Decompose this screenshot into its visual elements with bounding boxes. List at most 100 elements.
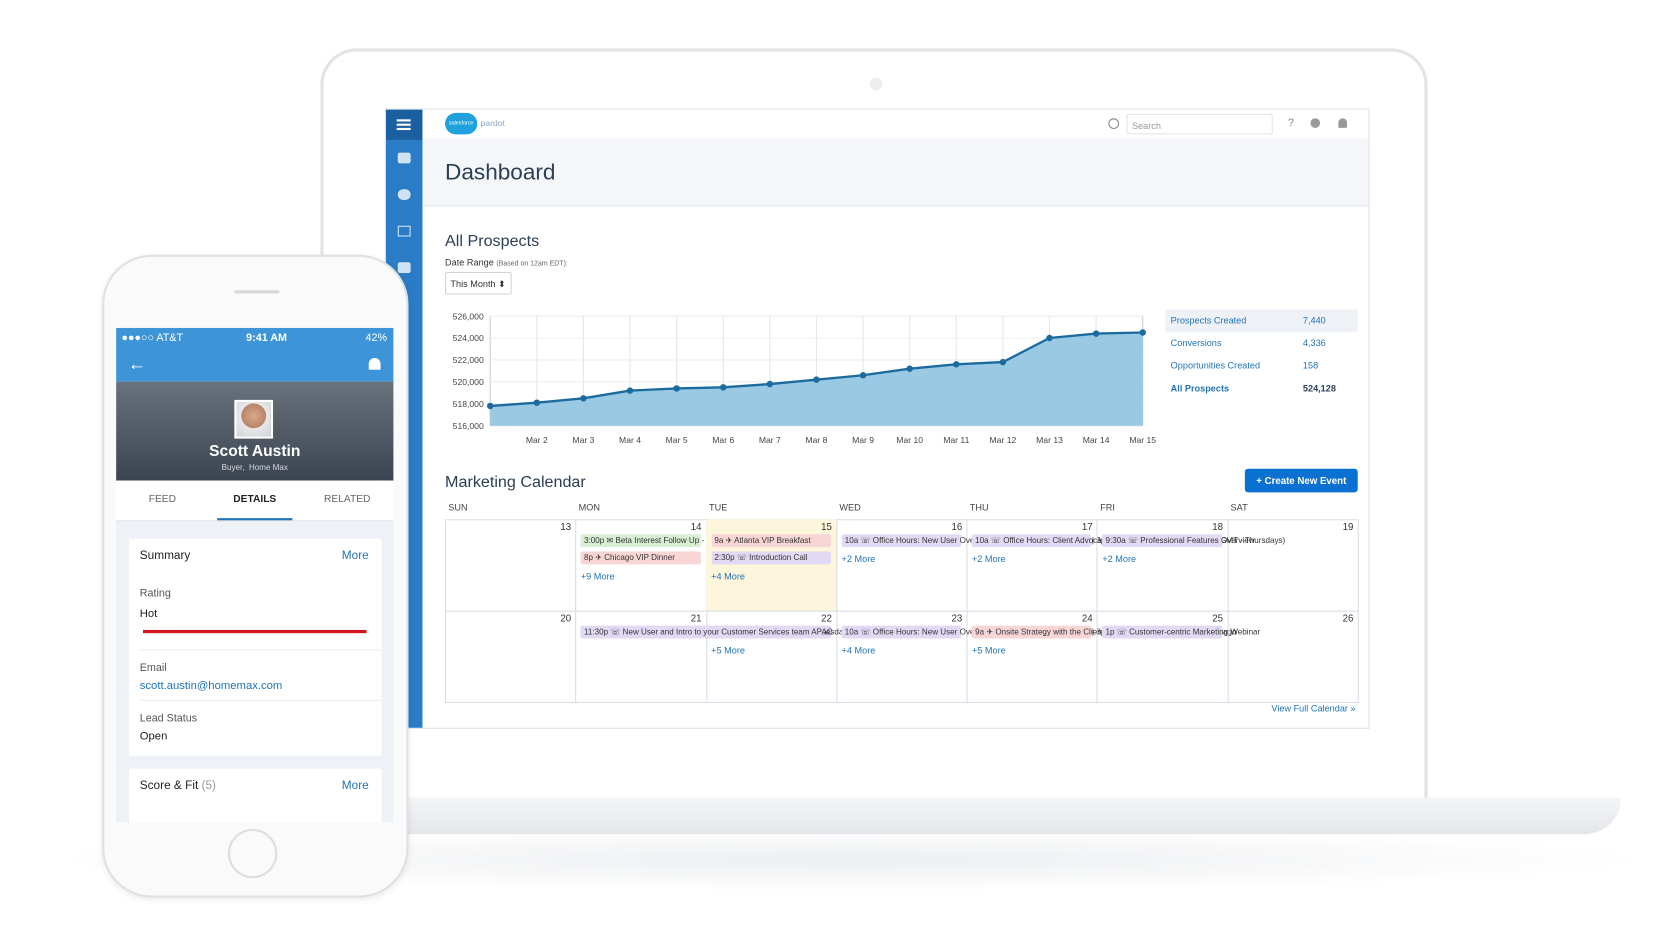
event-list: 10a ☏ Office Hours: New User Overview (W… — [841, 534, 1135, 565]
more-link[interactable]: +5 More — [971, 645, 1006, 656]
calendar-day[interactable]: 18 9:30a ☏ Professional Features Overview… — [1096, 519, 1255, 612]
event[interactable]: 8p ✈ Chicago VIP Dinner — [580, 551, 701, 565]
more-link[interactable]: +4 More — [711, 570, 745, 582]
settings-icon[interactable] — [1310, 118, 1321, 128]
day-number: 26 — [1342, 612, 1354, 624]
menu-button[interactable] — [385, 109, 423, 140]
day-number: 25 — [1212, 612, 1224, 624]
field-label: Email — [139, 662, 167, 675]
calendar-day[interactable]: 21 11:30p ☏ New User and Intro to your Cu… — [575, 610, 833, 704]
calendar-grid: 13 14 3:00p ✉ Beta Interest Follow Up - Ro… — [445, 519, 1359, 704]
field-value[interactable]: scott.austin@homemax.com — [139, 679, 283, 693]
day-header: SAT — [1230, 502, 1248, 513]
more-link[interactable]: +2 More — [971, 553, 1006, 565]
event[interactable]: 11:30p ☏ New User and Intro to your Cust… — [580, 625, 833, 639]
date-range-note: (Based on 12am EDT): — [496, 260, 568, 268]
divider — [139, 699, 382, 701]
stat-row: Prospects Created 7,440 — [1165, 309, 1358, 333]
more-link[interactable]: +5 More — [711, 645, 745, 656]
nav-icon[interactable] — [397, 189, 411, 200]
stat-label[interactable]: Prospects Created — [1170, 314, 1247, 326]
day-header: MON — [578, 502, 600, 513]
more-link[interactable]: +9 More — [580, 570, 615, 582]
calendar-day[interactable]: 14 3:00p ✉ Beta Interest Follow Up - Roun… — [575, 519, 737, 612]
calendar-day[interactable]: 13 — [445, 519, 577, 612]
tab[interactable]: RELATED — [324, 493, 371, 506]
tab[interactable]: DETAILS — [233, 493, 277, 506]
clock: 9:41 AM — [246, 332, 288, 344]
view-full-calendar[interactable]: View Full Calendar » — [1271, 703, 1356, 714]
phone-screen: ●●●○○ AT&T 9:41 AM 42% ← Scott Austin Bu… — [116, 327, 394, 823]
stat-label[interactable]: All Prospects — [1170, 382, 1230, 394]
day-number: 24 — [1081, 612, 1093, 624]
calendar-day[interactable]: 15 9a ✈ Atlanta VIP Breakfast 2:30p ☏ Intr… — [705, 519, 838, 612]
help-icon[interactable]: ? — [1287, 117, 1294, 129]
calendar-day[interactable]: 2210:30a ☏ Introduction Call (Tuesday's … — [705, 610, 870, 704]
back-button[interactable]: ← — [127, 353, 147, 375]
day-number: 21 — [690, 612, 702, 624]
stat-row: All Prospects 524,128 — [1165, 377, 1357, 400]
tab-indicator — [217, 518, 293, 521]
day-number: 19 — [1342, 521, 1354, 533]
stat-label[interactable]: Conversions — [1170, 337, 1222, 349]
more-link[interactable]: +2 More — [841, 553, 876, 565]
more-link[interactable]: +4 More — [841, 645, 876, 656]
day-header: THU — [969, 502, 989, 513]
stat-value: 7,440 — [1302, 314, 1326, 326]
event[interactable]: 9:30a ☏ Professional Features Overview — [1102, 534, 1255, 548]
phone-speaker — [234, 290, 280, 294]
date-range-value: This Month — [450, 278, 496, 290]
home-button[interactable] — [227, 828, 278, 879]
stat-row: Opportunities Created 158 — [1165, 355, 1357, 378]
event[interactable]: 9a ✈ Onsite Strategy with the Client Ser… — [971, 625, 1236, 639]
stat-label[interactable]: Opportunities Created — [1170, 360, 1261, 371]
calendar: SUN MON TUE WED THU FRI SAT 13 14 3:00p ✉ Beta In… — [445, 499, 1359, 704]
event[interactable]: 2:30p ☏ Introduction Call — [711, 551, 831, 565]
nav-icon[interactable] — [397, 262, 411, 274]
topbar: salesforce pardot Search ? — [422, 109, 1369, 140]
notifications-button[interactable] — [368, 357, 381, 370]
tab[interactable]: FEED — [148, 493, 176, 506]
tab-bar: FEED DETAILS RELATED — [116, 480, 394, 522]
event-list: 1p ☏ Customer-centric Marketing Webinar — [1102, 625, 1260, 639]
event-list: 10a ☏ Office Hours: New User Overview (W… — [841, 625, 1135, 656]
event[interactable]: 3:00p ✉ Beta Interest Follow Up - Round … — [580, 534, 737, 548]
calendar-day[interactable]: 19 — [1227, 519, 1359, 612]
calendar-day[interactable]: 25 1p ☏ Customer-centric Marketing Webina… — [1096, 610, 1260, 704]
field-label: Rating — [139, 588, 171, 600]
more-link[interactable]: More — [341, 779, 369, 793]
day-header: TUE — [709, 502, 728, 513]
calendar-day[interactable]: 20 — [445, 610, 577, 704]
event[interactable]: 10a ☏ Office Hours: Client Advocate Intr… — [971, 534, 1285, 548]
carrier-text: AT&T — [156, 332, 184, 344]
event-list: 9a ✈ Onsite Strategy with the Client Ser… — [971, 625, 1236, 656]
divider — [139, 649, 382, 651]
stat-row: Conversions 4,336 — [1165, 332, 1357, 355]
day-number: 15 — [821, 521, 832, 533]
more-link[interactable]: More — [341, 549, 369, 563]
event[interactable]: 1p ☏ Customer-centric Marketing Webinar — [1102, 625, 1260, 639]
nav-icon[interactable] — [397, 152, 411, 164]
event[interactable]: 10a ☏ Office Hours: New User Overview (W… — [841, 534, 1135, 548]
more-link[interactable]: +2 More — [1102, 553, 1137, 565]
day-number: 23 — [951, 612, 963, 624]
score-count: (5) — [201, 779, 216, 793]
page-title: Dashboard — [445, 160, 556, 185]
event[interactable]: 10a ☏ Office Hours: New User Overview (W… — [841, 625, 1135, 639]
score-card: Score & Fit (5) More — [129, 768, 382, 823]
date-range-select[interactable]: This Month ⬍ — [445, 271, 512, 295]
search-icon — [1108, 118, 1120, 129]
user-icon[interactable] — [1338, 118, 1347, 128]
create-event-button[interactable]: + Create New Event — [1244, 468, 1358, 493]
calendar-day[interactable]: 26 — [1227, 610, 1359, 704]
search-box[interactable]: Search — [1126, 113, 1273, 135]
event[interactable]: 9a ✈ Atlanta VIP Breakfast — [711, 534, 831, 548]
nav-icon[interactable] — [397, 225, 411, 237]
day-number: 16 — [951, 521, 963, 533]
